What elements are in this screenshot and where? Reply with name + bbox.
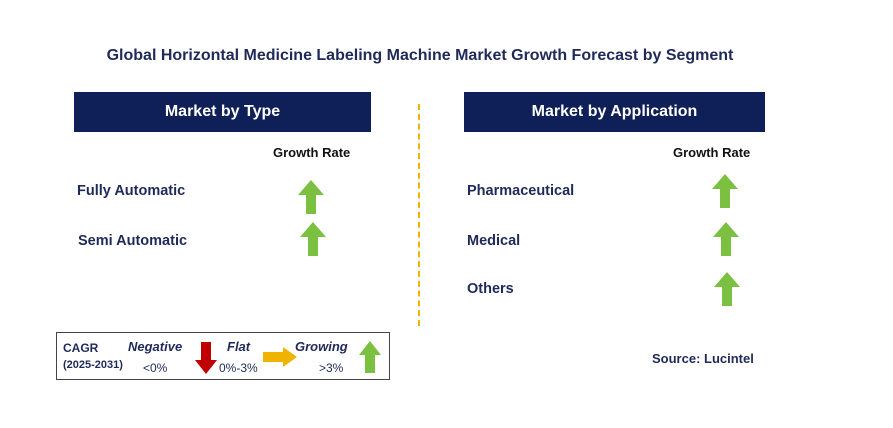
segment-label-fully-automatic: Fully Automatic [77, 183, 186, 199]
legend-negative-label: Negative [128, 339, 183, 354]
segment-label-medical: Medical [467, 233, 521, 249]
up-arrow-icon [359, 341, 381, 373]
up-arrow-icon [713, 222, 739, 256]
up-arrow-icon [714, 272, 740, 306]
legend-growing-value: >3% [319, 361, 344, 375]
right-arrow-icon [263, 347, 297, 367]
legend-flat-value: 0%-3% [219, 361, 258, 375]
up-arrow-icon [712, 174, 738, 208]
legend-growing-label: Growing [295, 339, 348, 354]
application-growth-rate-label: Growth Rate [673, 145, 751, 160]
segment-label-pharmaceutical: Pharmaceutical [467, 183, 575, 199]
down-arrow-icon [195, 342, 217, 374]
up-arrow-icon [298, 180, 324, 214]
type-growth-rate-label: Growth Rate [273, 145, 351, 160]
legend-cagr-label: CAGR [63, 341, 99, 355]
chart-title: Global Horizontal Medicine Labeling Mach… [106, 47, 734, 64]
legend-period-label: (2025-2031) [63, 359, 123, 371]
panel-divider [418, 104, 420, 326]
legend-negative-value: <0% [143, 361, 168, 375]
segment-label-others: Others [467, 281, 514, 297]
up-arrow-icon [300, 222, 326, 256]
type-panel-header: Market by Type [74, 92, 371, 132]
legend-flat-label: Flat [227, 339, 251, 354]
segment-label-semi-automatic: Semi Automatic [78, 233, 188, 249]
source-label: Source: Lucintel [652, 351, 754, 366]
application-panel-header: Market by Application [464, 92, 765, 132]
cagr-legend: CAGR (2025-2031) Negative <0% Flat 0%-3%… [56, 332, 390, 380]
